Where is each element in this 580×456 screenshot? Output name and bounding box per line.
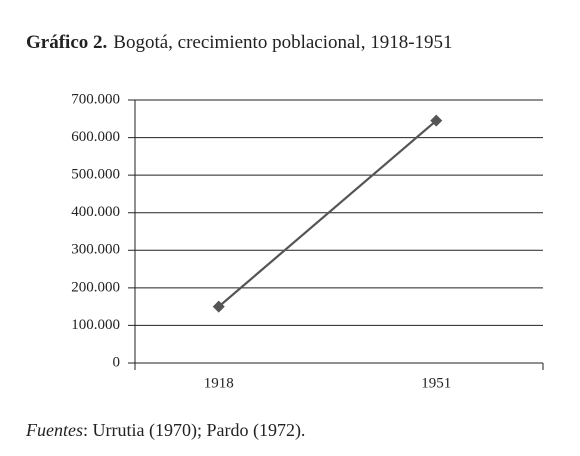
source: Fuentes: Urrutia (1970); Pardo (1972). — [25, 420, 305, 441]
y-tick-label: 200.000 — [71, 279, 120, 295]
source-label: Fuentes — [25, 420, 83, 440]
source-text: : Urrutia (1970); Pardo (1972). — [83, 420, 305, 441]
x-tick-label: 1918 — [204, 375, 234, 391]
y-tick-label: 600.000 — [71, 129, 120, 145]
marker — [430, 114, 443, 127]
y-tick-label: 0 — [113, 354, 121, 370]
line — [218, 119, 437, 308]
y-tick-label: 500.000 — [71, 167, 120, 183]
title-text: Bogotá, crecimiento poblacional, 1918-19… — [113, 32, 452, 53]
y-tick-label: 300.000 — [71, 242, 120, 258]
title-number: Gráfico 2. — [26, 32, 107, 53]
chart-title: Gráfico 2. Bogotá, crecimiento poblaciona… — [26, 32, 453, 53]
x-tick-label: 1951 — [421, 375, 451, 391]
y-tick-label: 100.000 — [71, 317, 120, 333]
y-tick-label: 400.000 — [71, 204, 120, 220]
y-tick-label: 700.000 — [71, 91, 120, 107]
marker — [212, 300, 225, 313]
